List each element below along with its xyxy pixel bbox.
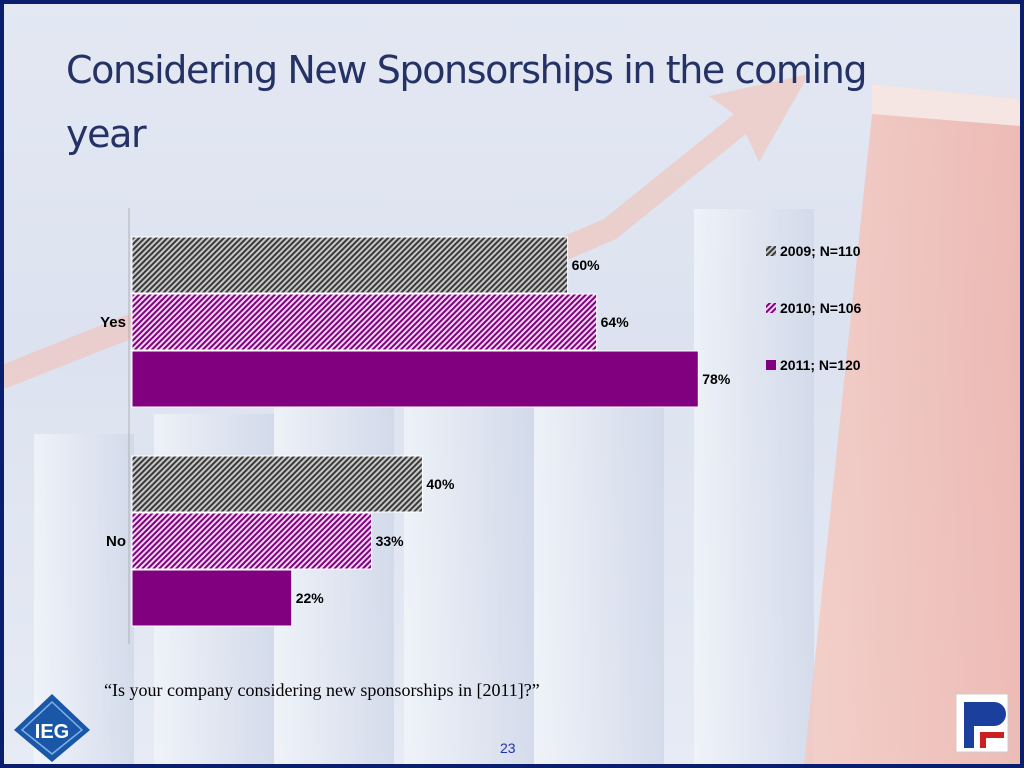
bar-yes-series-3 xyxy=(131,350,699,408)
category-labels-group: Yes No xyxy=(100,314,126,550)
bar-no-series-1 xyxy=(131,455,423,513)
legend-swatch-series-3 xyxy=(766,360,776,370)
bar-yes-series-1 xyxy=(131,236,569,294)
data-label-yes-series-2: 64% xyxy=(601,314,630,330)
slide-title: Considering New Sponsorships in the comi… xyxy=(66,48,868,156)
value-labels-group: 60% 64% 78% 40% 33% 22% xyxy=(296,257,731,606)
svg-text:IEG: IEG xyxy=(35,721,69,743)
data-label-no-series-3: 22% xyxy=(296,590,325,606)
category-label-no: No xyxy=(106,533,126,550)
background-red-column xyxy=(804,84,1020,764)
category-label-yes: Yes xyxy=(100,314,126,331)
pf-logo xyxy=(955,693,1009,753)
legend: 2009; N=110 2010; N=106 2011; N=120 xyxy=(766,243,862,373)
legend-swatch-series-2 xyxy=(766,303,776,313)
survey-question: “Is your company considering new sponsor… xyxy=(104,680,540,700)
slide: Considering New Sponsorships in the comi… xyxy=(4,4,1020,764)
legend-label-series-1: 2009; N=110 xyxy=(780,243,861,259)
legend-label-series-3: 2011; N=120 xyxy=(780,357,861,373)
data-label-no-series-1: 40% xyxy=(426,476,455,492)
bar-yes-series-2 xyxy=(131,293,598,351)
bar-chart: 60% 64% 78% 40% 33% 22% Yes No 2009; N=110 2010… xyxy=(100,208,862,644)
legend-label-series-2: 2010; N=106 xyxy=(780,300,862,316)
data-label-yes-series-3: 78% xyxy=(702,371,731,387)
data-label-no-series-2: 33% xyxy=(376,533,405,549)
data-label-yes-series-1: 60% xyxy=(572,257,601,273)
page-number: 23 xyxy=(500,740,516,756)
bar-no-series-2 xyxy=(131,512,373,570)
ieg-logo: IEG xyxy=(14,694,90,762)
bars-group xyxy=(131,236,699,627)
legend-swatch-series-1 xyxy=(766,246,776,256)
bar-no-series-3 xyxy=(131,569,293,627)
